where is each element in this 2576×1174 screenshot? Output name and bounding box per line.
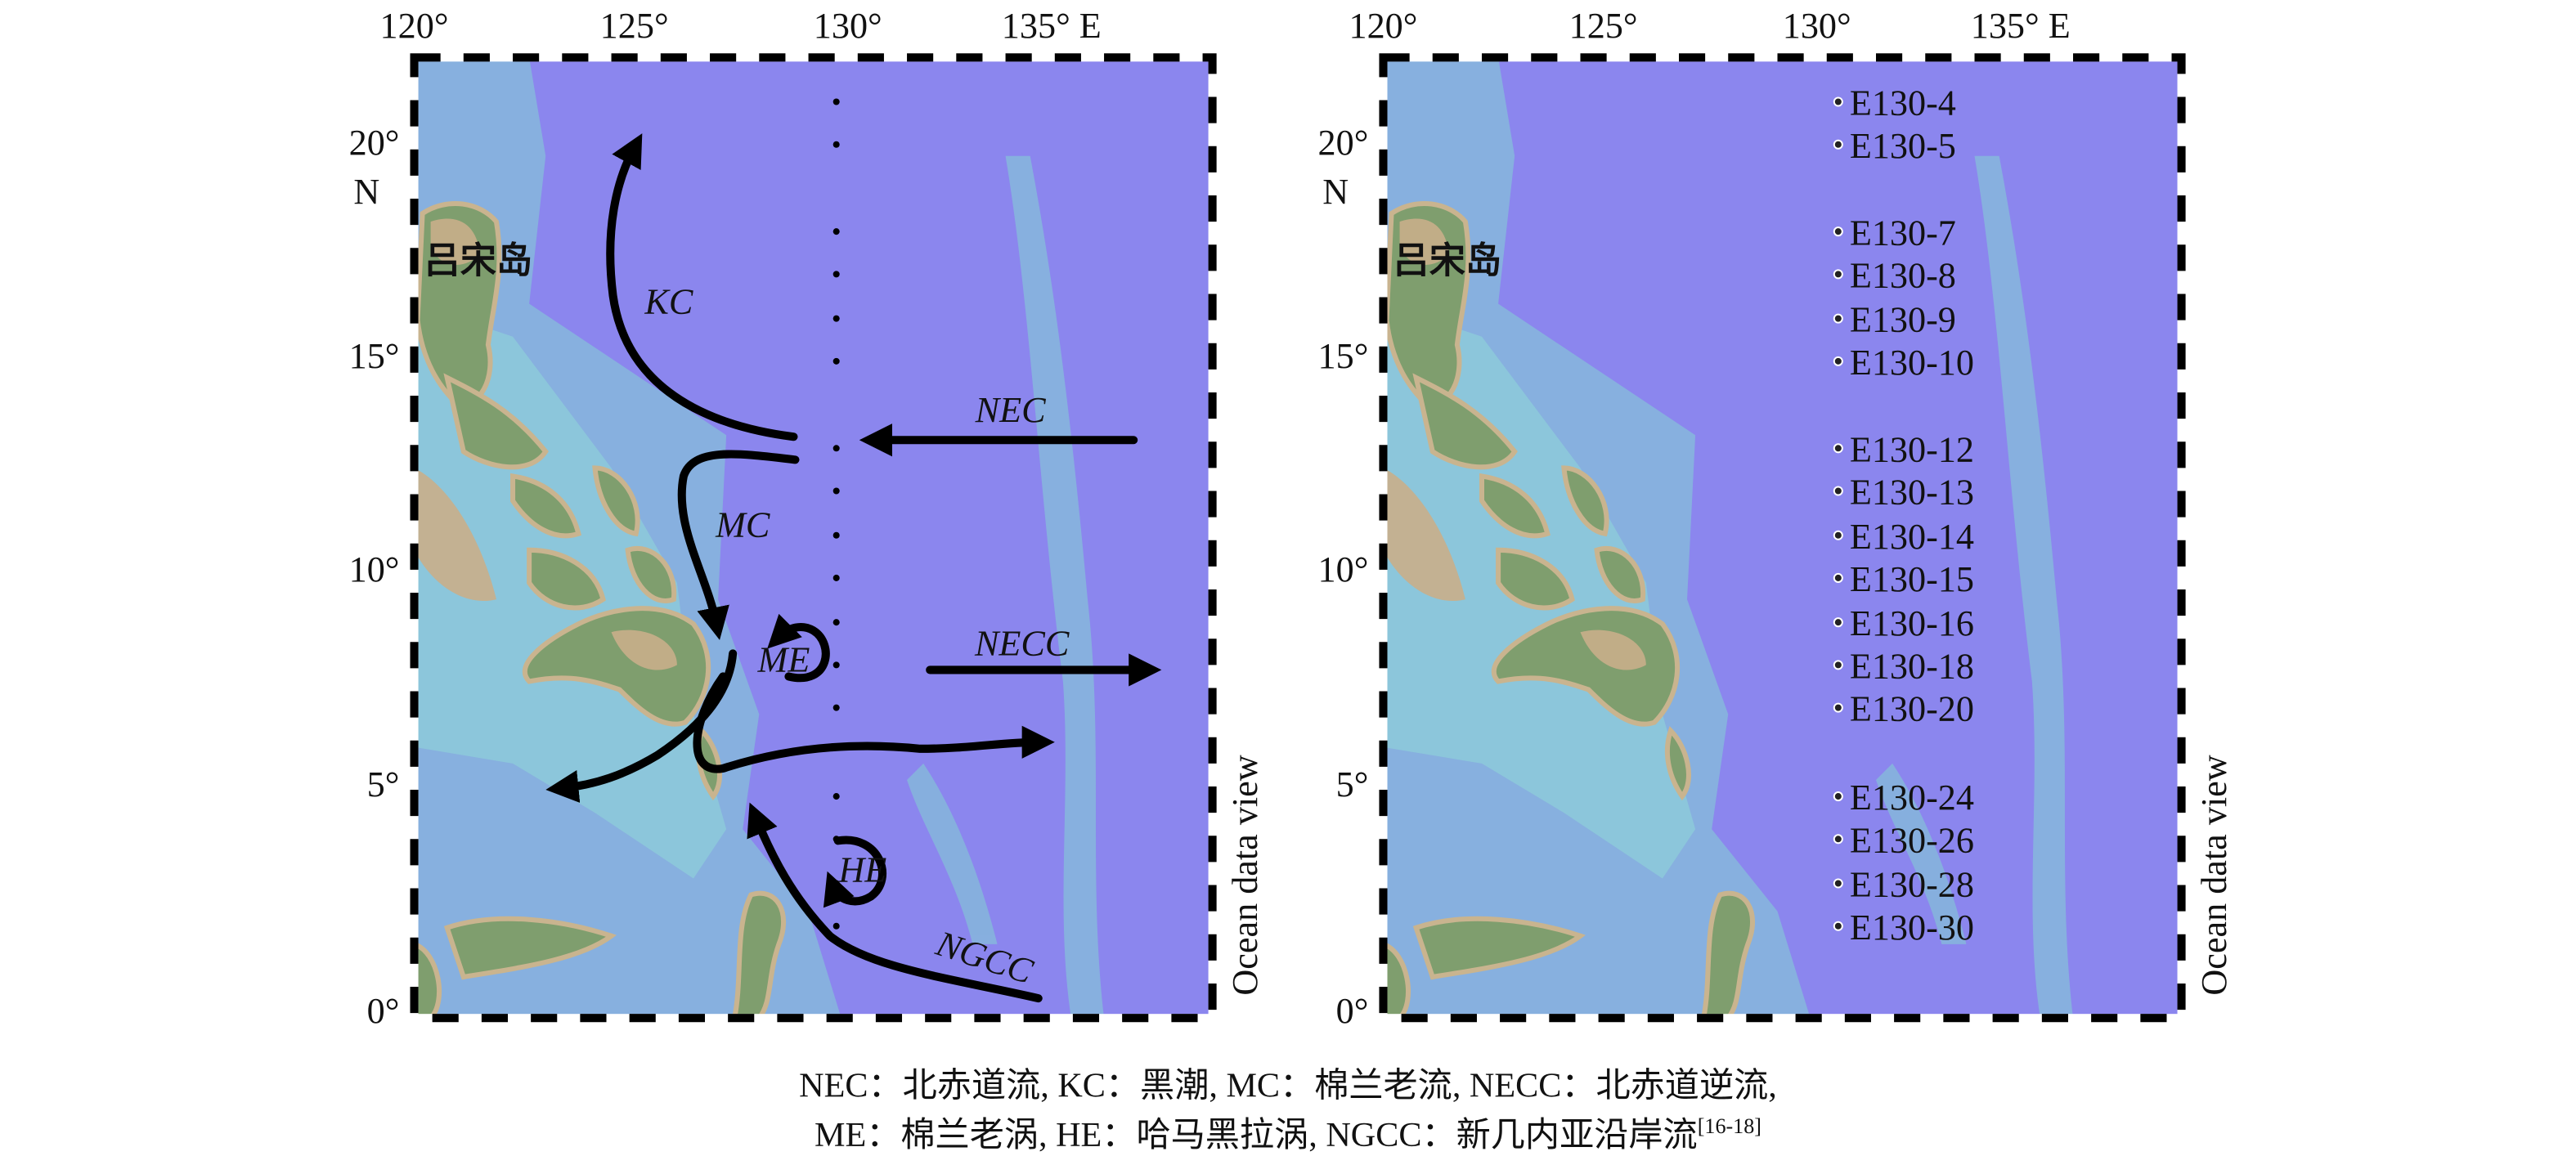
station-label: E130-15 [1850, 559, 1974, 599]
station-point [1833, 834, 1843, 845]
track-point [832, 704, 840, 711]
lon-label: 120° [380, 6, 449, 46]
lon-label: 125° [1569, 6, 1638, 46]
lon-label: 130° [814, 6, 882, 46]
current-arrows [545, 133, 1162, 1003]
station-point [1833, 878, 1843, 889]
current-label: MC [715, 505, 770, 545]
station-label: E130-20 [1850, 689, 1974, 729]
lon-label: 120° [1349, 6, 1418, 46]
station-label: E130-5 [1850, 126, 1956, 166]
station-point [1833, 486, 1843, 496]
station-point [1833, 660, 1843, 670]
lat-label: 0° [1336, 991, 1369, 1031]
track-point [832, 793, 840, 800]
track-point [832, 98, 840, 105]
station-label: E130-10 [1850, 343, 1974, 383]
lat-label: 5° [1336, 764, 1369, 804]
track-point [832, 141, 840, 148]
station-label: E130-30 [1850, 907, 1974, 948]
track-point [832, 922, 840, 930]
track-point [832, 619, 840, 626]
current-label: HE [837, 850, 886, 890]
caption-text: ME：棉兰老涡, HE：哈马黑拉涡, NGCC：新几内亚沿岸流 [815, 1116, 1698, 1154]
track-point [832, 357, 840, 365]
station-label: E130-12 [1850, 429, 1974, 469]
island-label: 吕宋岛 [424, 240, 533, 280]
lat-label: 15° [1318, 336, 1369, 376]
track-point [832, 880, 840, 887]
track-point [832, 487, 840, 495]
current-label: KC [644, 282, 693, 322]
lat-label: 15° [349, 336, 400, 376]
lat-label: 5° [367, 764, 400, 804]
station-point [1833, 921, 1843, 931]
island-label: 吕宋岛 [1393, 240, 1502, 280]
right-map [1379, 53, 2186, 1023]
track-point [832, 228, 840, 235]
lat-label: 10° [349, 549, 400, 589]
caption-reference: [16-18] [1698, 1114, 1761, 1138]
station-label: E130-9 [1850, 300, 1956, 340]
credit: Ocean data view [1225, 755, 1265, 995]
track-point [832, 315, 840, 322]
station-point [1833, 791, 1843, 802]
track-point [832, 531, 840, 539]
station-point [1833, 702, 1843, 713]
station-point [1833, 617, 1843, 628]
station-point [1833, 139, 1843, 150]
current-label: NEC [975, 390, 1046, 430]
track-point [832, 574, 840, 581]
station-label: E130-18 [1850, 646, 1974, 686]
lon-label: 130° [1783, 6, 1851, 46]
station-label: E130-4 [1850, 83, 1956, 123]
station-label: E130-24 [1850, 777, 1974, 818]
station-label: E130-7 [1850, 213, 1956, 253]
station-label: E130-16 [1850, 603, 1974, 643]
station-label: E130-8 [1850, 255, 1956, 295]
lon-label: 135° E [1002, 6, 1102, 46]
station-point [1833, 530, 1843, 540]
lon-label: 125° [600, 6, 669, 46]
station-point [1833, 443, 1843, 454]
station-point [1833, 96, 1843, 107]
lat-label: 20° [349, 123, 400, 163]
track-point [832, 445, 840, 452]
station-label: E130-13 [1850, 473, 1974, 513]
current-label: NECC [974, 623, 1070, 663]
track-point [832, 661, 840, 669]
caption-line: ME：棉兰老涡, HE：哈马黑拉涡, NGCC：新几内亚沿岸流[16-18] [815, 1114, 1761, 1154]
track-point [832, 836, 840, 843]
lat-unit: N [1322, 172, 1349, 212]
station-label: E130-26 [1850, 820, 1974, 860]
station-point [1833, 313, 1843, 324]
track-point [832, 271, 840, 278]
lat-label: 10° [1318, 549, 1369, 589]
station-label: E130-14 [1850, 517, 1974, 557]
current-label: ME [757, 639, 810, 679]
left-map [410, 53, 1217, 1023]
station-label: E130-28 [1850, 865, 1974, 905]
station-point [1833, 226, 1843, 237]
station-point [1833, 269, 1843, 280]
lat-label: 0° [367, 991, 400, 1031]
station-point [1833, 572, 1843, 583]
station-point [1833, 356, 1843, 366]
caption-line: NEC：北赤道流, KC：黑潮, MC：棉兰老流, NECC：北赤道逆流, [799, 1067, 1777, 1105]
lat-label: 20° [1318, 123, 1369, 163]
lat-unit: N [353, 172, 379, 212]
lon-label: 135° E [1971, 6, 2071, 46]
credit: Ocean data view [2194, 755, 2234, 995]
